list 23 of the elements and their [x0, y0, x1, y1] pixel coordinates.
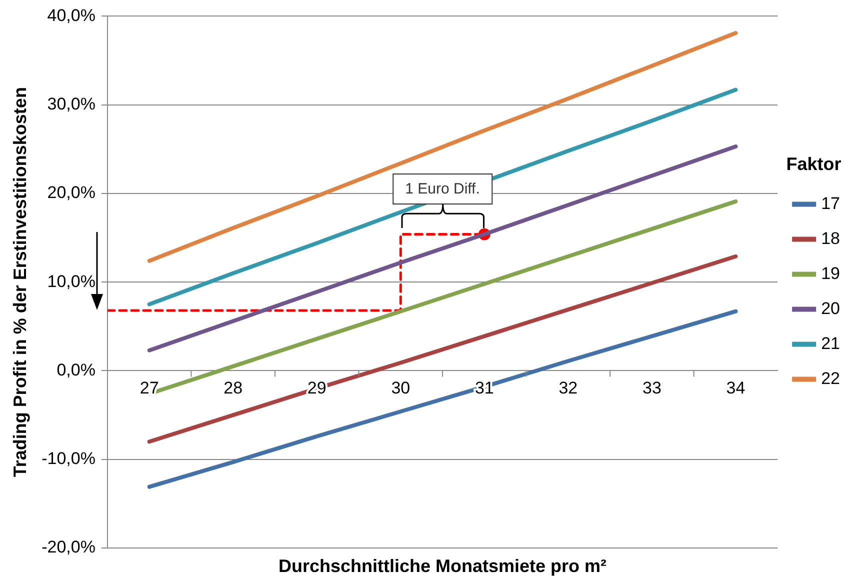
legend-label: 18 — [821, 228, 840, 248]
legend-label: 20 — [821, 298, 840, 318]
x-tick-label: 30 — [391, 378, 410, 398]
x-tick-label: 32 — [558, 378, 578, 398]
y-tick-label: -20,0% — [42, 538, 96, 557]
x-axis-title: Durchschnittliche Monatsmiete pro m² — [278, 556, 607, 576]
y-tick-label: 0,0% — [56, 360, 96, 380]
y-tick-label: -10,0% — [42, 449, 96, 468]
y-tick-label: 10,0% — [47, 272, 96, 291]
legend-label: 22 — [821, 368, 840, 388]
x-tick-label: 34 — [726, 378, 746, 398]
y-tick-label: 30,0% — [47, 94, 96, 114]
y-axis-title: Trading Profit in % der Erstinvestitionskosten — [10, 87, 30, 478]
y-tick-label: 40,0% — [47, 6, 96, 25]
legend-label: 19 — [821, 264, 840, 283]
x-tick-label: 28 — [224, 378, 243, 398]
legend-label: 21 — [821, 334, 840, 353]
legend-label: 17 — [821, 194, 840, 213]
x-tick-label: 33 — [642, 378, 662, 398]
annotation: 1 Euro Diff. — [392, 173, 493, 204]
y-tick-label: 20,0% — [47, 183, 96, 202]
legend-title: Faktor — [786, 154, 842, 174]
x-tick-label: 29 — [307, 378, 326, 398]
